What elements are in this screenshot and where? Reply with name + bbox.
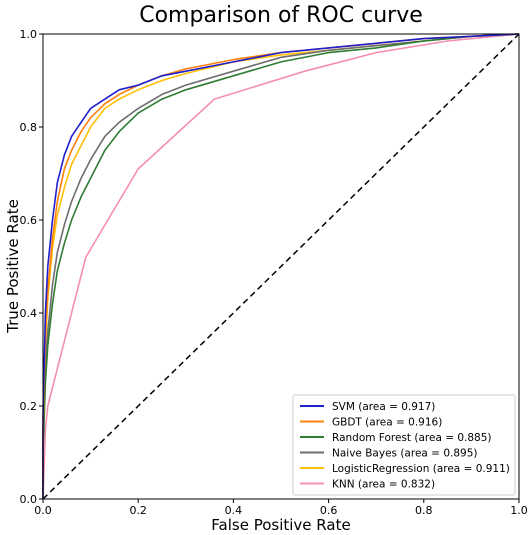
legend-label-svm: SVM (area = 0.917) bbox=[332, 401, 435, 413]
x-tick-label: 0.0 bbox=[34, 504, 52, 517]
series-line-knn bbox=[42, 33, 520, 500]
series-line-random bbox=[42, 33, 520, 499]
series-line-naive bbox=[42, 33, 520, 499]
series-layer bbox=[42, 33, 520, 500]
legend-label-random: Random Forest (area = 0.885) bbox=[332, 432, 492, 444]
legend-label-gbdt: GBDT (area = 0.916) bbox=[332, 417, 442, 429]
legend-label-naive: Naive Bayes (area = 0.895) bbox=[332, 448, 477, 460]
x-tick-label: 0.6 bbox=[320, 504, 338, 517]
legend-box bbox=[292, 394, 516, 496]
x-tick-label: 0.8 bbox=[415, 504, 433, 517]
legend-entries: SVM (area = 0.917) GBDT (area = 0.916) Ran… bbox=[300, 401, 510, 491]
y-tick-label: 0.2 bbox=[20, 400, 38, 413]
y-tick-label: 0.8 bbox=[20, 121, 38, 134]
y-tick-label: 0.4 bbox=[20, 307, 38, 320]
y-tick-label: 0.6 bbox=[20, 214, 38, 227]
y-tick-label: 0.0 bbox=[20, 493, 38, 506]
x-tick-label: 0.4 bbox=[225, 504, 243, 517]
legend: SVM (area = 0.917) GBDT (area = 0.916) Ran… bbox=[292, 394, 516, 496]
series-line-svm bbox=[42, 33, 520, 499]
legend-label-knn: KNN (area = 0.832) bbox=[332, 479, 435, 491]
plot-frame bbox=[42, 33, 520, 500]
y-tick-label: 1.0 bbox=[20, 28, 38, 41]
axis-ticks: 0.0 0.2 0.4 0.6 0.8 1.0 0.0 0.2 0.4 0.6 0.8 1.0 bbox=[20, 28, 528, 517]
legend-label-logisticregression: LogisticRegression (area = 0.911) bbox=[332, 463, 510, 475]
chance-diagonal-line bbox=[42, 33, 520, 500]
x-tick-label: 0.2 bbox=[129, 504, 147, 517]
chart-title: Comparison of ROC curve bbox=[139, 3, 423, 28]
x-axis-label: False Positive Rate bbox=[211, 516, 350, 534]
y-axis-label: True Positive Rate bbox=[4, 199, 22, 334]
x-tick-label: 1.0 bbox=[510, 504, 528, 517]
